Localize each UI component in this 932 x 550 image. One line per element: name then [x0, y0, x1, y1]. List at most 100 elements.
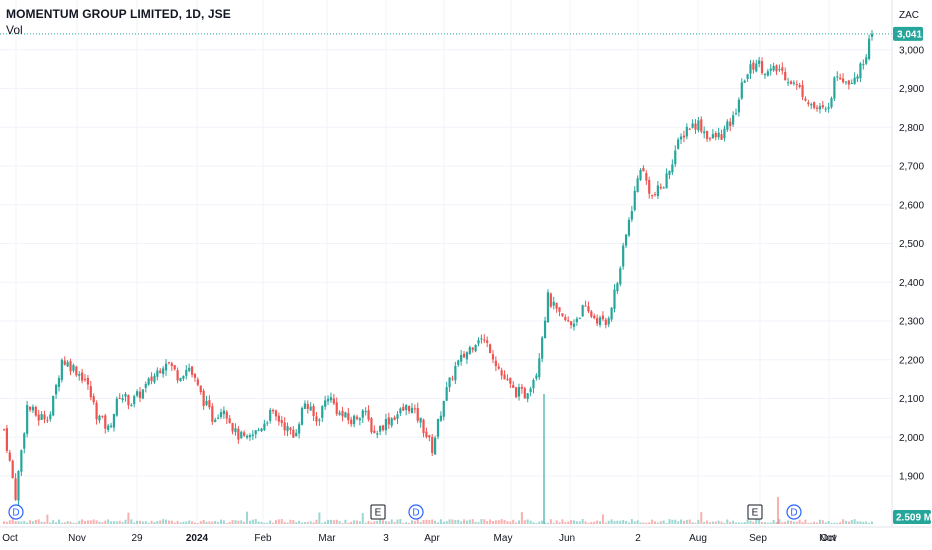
- candle-body: [37, 414, 40, 421]
- volume-bar: [732, 520, 735, 524]
- candle-body: [413, 408, 416, 410]
- volume-bar: [717, 520, 720, 524]
- volume-bar: [428, 520, 431, 524]
- volume-bar: [217, 522, 220, 524]
- volume-indicator-label[interactable]: Vol: [6, 23, 23, 37]
- volume-bar: [749, 520, 752, 524]
- earnings-marker[interactable]: [747, 504, 763, 520]
- volume-bar: [720, 521, 723, 524]
- candle-body: [587, 306, 590, 312]
- candle-body: [772, 66, 775, 71]
- volume-bar: [29, 520, 32, 524]
- earnings-marker[interactable]: [370, 504, 386, 520]
- candle-body: [196, 379, 199, 385]
- candle-body: [468, 347, 471, 354]
- volume-bar: [199, 521, 202, 524]
- volume-bar: [457, 519, 460, 524]
- volume-bar: [651, 519, 654, 524]
- volume-bar: [460, 521, 463, 524]
- candle-body: [271, 409, 275, 412]
- candle-body: [312, 406, 315, 416]
- candle-body: [28, 406, 32, 410]
- volume-bar: [81, 519, 84, 524]
- volume-bar: [515, 522, 518, 524]
- time-axis[interactable]: Oct Nov 29 2024 Feb Mar 3 Apr May Jun 2 Aug Sep OctNo…: [2, 533, 837, 544]
- candle-body: [497, 366, 500, 369]
- volume-bar: [46, 514, 49, 524]
- volume-bar: [465, 520, 468, 524]
- volume-bar: [714, 521, 717, 524]
- volume-bar: [706, 520, 709, 524]
- volume-bar: [451, 519, 454, 524]
- candle-body: [425, 431, 428, 438]
- candle-body: [538, 358, 541, 378]
- candle-body: [387, 417, 390, 425]
- candle-body: [491, 354, 495, 360]
- candle-body: [11, 460, 14, 479]
- volume-bar: [222, 520, 225, 524]
- candle-body: [549, 293, 552, 307]
- candle-body: [798, 84, 801, 87]
- volume-bar: [610, 519, 613, 524]
- candle-body: [118, 397, 121, 399]
- volume-bar: [373, 521, 376, 524]
- volume-bar: [792, 521, 795, 524]
- volume-bar: [14, 521, 17, 524]
- candle-body: [176, 370, 179, 381]
- volume-bar: [176, 520, 179, 524]
- volume-bar: [781, 522, 784, 524]
- volume-bar: [778, 519, 781, 524]
- dividend-marker[interactable]: [8, 504, 24, 520]
- candle-body: [705, 130, 709, 139]
- volume-bar: [491, 521, 494, 524]
- symbol-title[interactable]: MOMENTUM GROUP LIMITED, 1D, JSE: [6, 7, 231, 21]
- candle-body: [668, 170, 671, 175]
- candle-body: [309, 406, 312, 411]
- candle-body: [786, 82, 790, 84]
- volume-bar: [630, 519, 633, 524]
- candle-body: [584, 305, 587, 307]
- dividend-marker[interactable]: [408, 504, 424, 520]
- volume-bar: [280, 519, 283, 524]
- volume-bar: [43, 521, 46, 524]
- volume-bar: [529, 520, 532, 524]
- volume-bar: [159, 520, 162, 524]
- candle-body: [237, 428, 240, 440]
- volume-bar: [350, 521, 353, 524]
- volume-bar: [246, 511, 249, 524]
- candle-body: [480, 338, 483, 340]
- volume-bar: [231, 520, 234, 524]
- price-axis[interactable]: 1,900 2,000 2,100 2,200 2,300 2,400 2,500 2,600…: [899, 45, 924, 482]
- candle-body: [422, 419, 425, 434]
- volume-bar: [329, 519, 332, 524]
- candle-body: [376, 433, 379, 435]
- dividend-marker[interactable]: [786, 504, 802, 520]
- volume-bar: [40, 521, 43, 524]
- volume-bar: [332, 520, 335, 524]
- volume-bar: [561, 519, 564, 524]
- volume-bar: [89, 520, 92, 524]
- volume-bar: [191, 521, 194, 524]
- volume-bar: [842, 519, 845, 524]
- volume-bar: [75, 522, 78, 524]
- candle-body: [471, 347, 474, 350]
- candle-body: [234, 428, 237, 433]
- volume-bar: [752, 521, 755, 524]
- price-tick-label: 2,000: [899, 433, 924, 444]
- volume-bar: [312, 522, 315, 524]
- volume-bar: [813, 521, 816, 524]
- candle-body: [277, 415, 280, 422]
- volume-bar: [321, 522, 324, 524]
- candle-body: [214, 419, 217, 422]
- volume-bar: [564, 522, 567, 524]
- volume-bar: [416, 519, 419, 524]
- price-tick-label: 2,500: [899, 239, 924, 250]
- candle-body: [792, 82, 795, 84]
- candle-body: [367, 410, 370, 420]
- candle-body: [115, 398, 118, 416]
- candle-body: [833, 77, 836, 99]
- candle-body: [34, 407, 37, 416]
- candle-body: [78, 374, 81, 376]
- volume-bar: [654, 521, 656, 524]
